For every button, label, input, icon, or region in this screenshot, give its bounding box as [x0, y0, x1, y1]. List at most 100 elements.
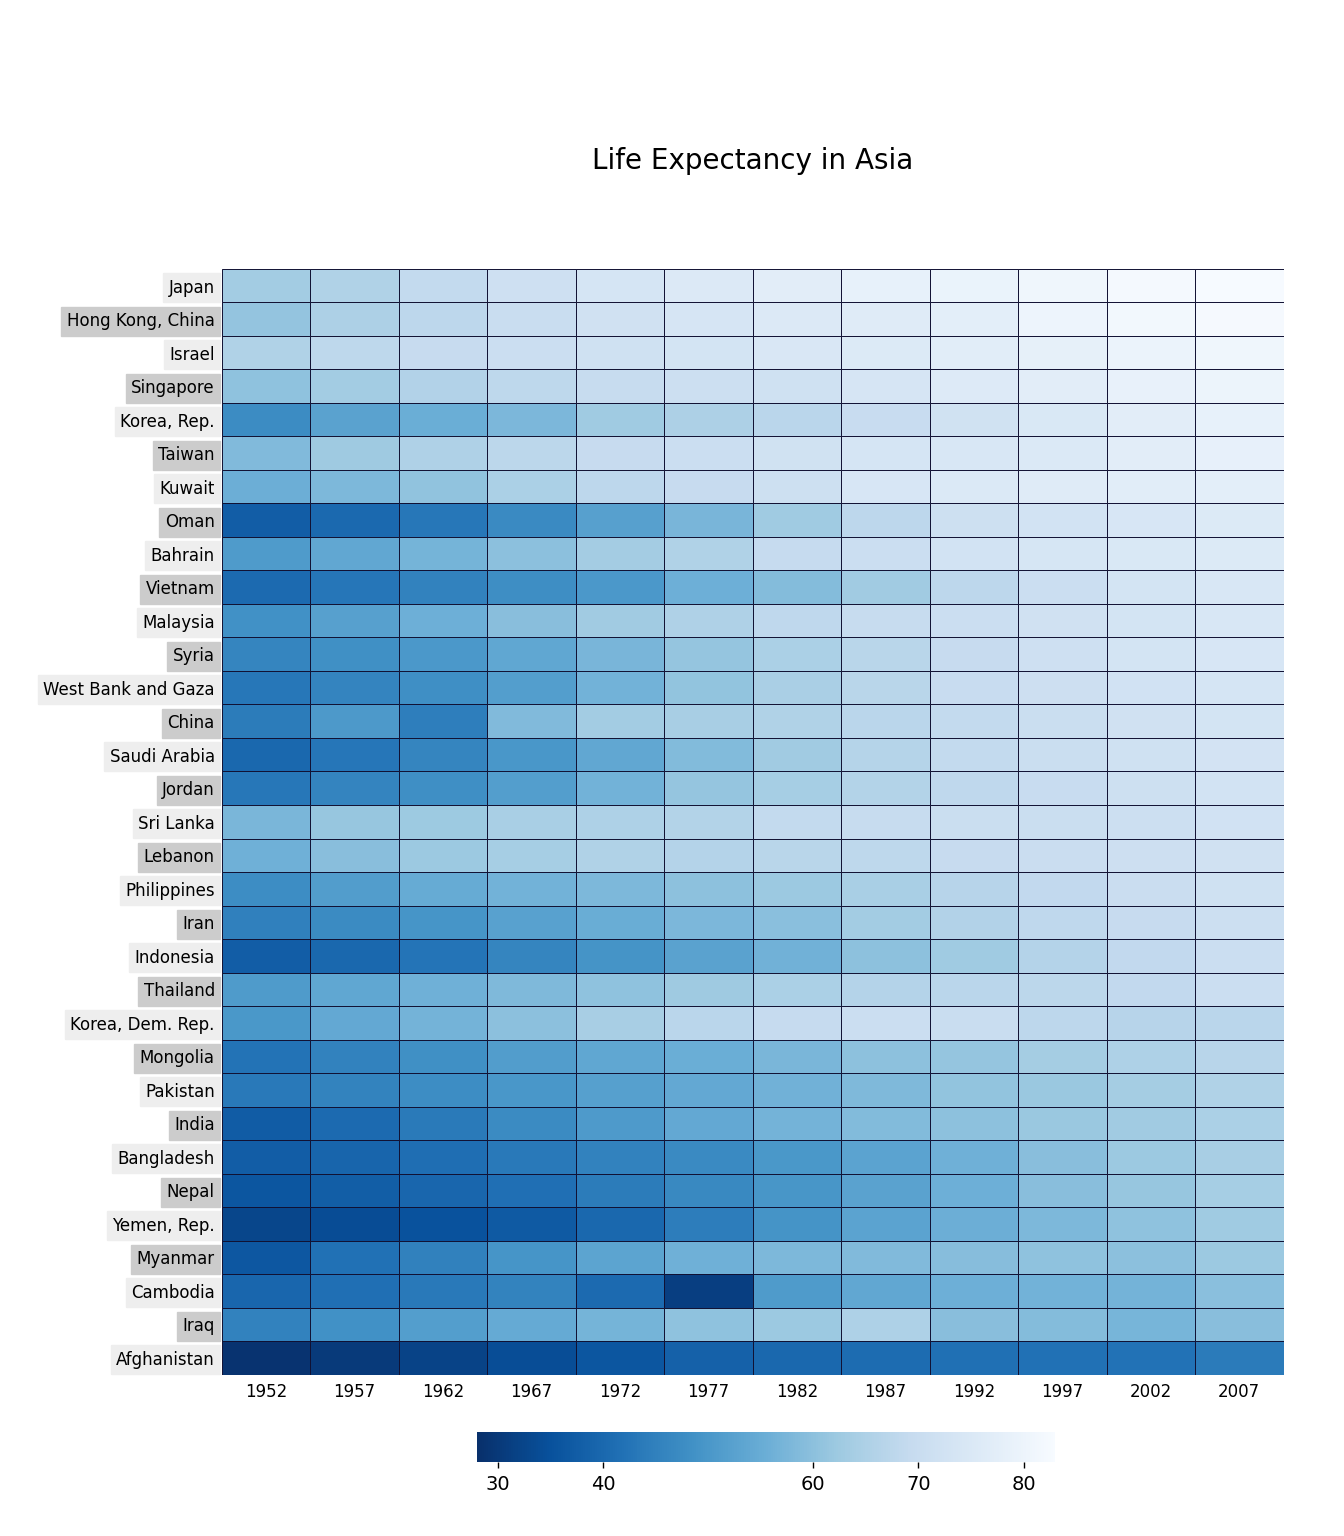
- Bar: [399, 570, 487, 604]
- Bar: [664, 839, 753, 872]
- Bar: [575, 972, 664, 1006]
- Bar: [930, 737, 1019, 771]
- Bar: [399, 1341, 487, 1375]
- Bar: [841, 637, 930, 671]
- Bar: [1195, 1006, 1284, 1040]
- Bar: [1106, 705, 1195, 737]
- Bar: [222, 1140, 310, 1174]
- Bar: [1106, 771, 1195, 805]
- Bar: [1195, 705, 1284, 737]
- Bar: [930, 1040, 1019, 1074]
- Bar: [487, 1207, 575, 1241]
- Bar: [1106, 1074, 1195, 1106]
- Bar: [222, 839, 310, 872]
- Bar: [1019, 538, 1106, 570]
- Bar: [664, 570, 753, 604]
- Bar: [1195, 504, 1284, 538]
- Bar: [753, 705, 841, 737]
- Bar: [930, 671, 1019, 705]
- Bar: [222, 1241, 1284, 1275]
- Bar: [1106, 737, 1195, 771]
- Bar: [930, 570, 1019, 604]
- Bar: [930, 637, 1019, 671]
- Bar: [753, 737, 841, 771]
- Bar: [1195, 737, 1284, 771]
- Bar: [930, 303, 1019, 336]
- Bar: [1106, 1174, 1195, 1207]
- Bar: [753, 336, 841, 369]
- Bar: [487, 805, 575, 839]
- Bar: [310, 402, 399, 436]
- Bar: [664, 906, 753, 938]
- Bar: [1106, 1207, 1195, 1241]
- Bar: [841, 771, 930, 805]
- Bar: [1195, 805, 1284, 839]
- Bar: [1106, 872, 1195, 906]
- Bar: [1195, 570, 1284, 604]
- Bar: [222, 269, 310, 303]
- Bar: [487, 1074, 575, 1106]
- Bar: [222, 872, 310, 906]
- Bar: [575, 1106, 664, 1140]
- Bar: [753, 637, 841, 671]
- Bar: [753, 402, 841, 436]
- Bar: [575, 538, 664, 570]
- Bar: [753, 269, 841, 303]
- Bar: [1106, 938, 1195, 972]
- Bar: [222, 538, 310, 570]
- Bar: [930, 336, 1019, 369]
- Bar: [664, 1006, 753, 1040]
- Bar: [753, 604, 841, 637]
- Bar: [222, 1174, 310, 1207]
- Bar: [841, 737, 930, 771]
- Bar: [222, 1307, 310, 1341]
- Bar: [1019, 1106, 1106, 1140]
- Bar: [575, 303, 664, 336]
- Bar: [841, 1341, 930, 1375]
- Bar: [575, 938, 664, 972]
- Bar: [1019, 1174, 1106, 1207]
- Bar: [753, 1106, 841, 1140]
- Bar: [753, 938, 841, 972]
- Bar: [222, 402, 310, 436]
- Bar: [222, 938, 1284, 972]
- Bar: [487, 570, 575, 604]
- Bar: [575, 436, 664, 470]
- Bar: [930, 839, 1019, 872]
- Bar: [664, 369, 753, 402]
- Bar: [222, 1341, 310, 1375]
- Bar: [1019, 269, 1106, 303]
- Bar: [310, 1006, 399, 1040]
- Bar: [664, 637, 753, 671]
- Bar: [1106, 470, 1195, 504]
- Bar: [1195, 1140, 1284, 1174]
- Bar: [399, 470, 487, 504]
- Bar: [664, 1040, 753, 1074]
- Bar: [487, 303, 575, 336]
- Bar: [841, 938, 930, 972]
- Bar: [222, 671, 1284, 705]
- Bar: [930, 1006, 1019, 1040]
- Bar: [1106, 1040, 1195, 1074]
- Bar: [664, 1307, 753, 1341]
- Bar: [1195, 1106, 1284, 1140]
- Bar: [841, 839, 930, 872]
- Bar: [310, 839, 399, 872]
- Bar: [841, 906, 930, 938]
- Bar: [310, 906, 399, 938]
- Bar: [399, 637, 487, 671]
- Bar: [1106, 972, 1195, 1006]
- Bar: [1195, 906, 1284, 938]
- Bar: [399, 705, 487, 737]
- Bar: [930, 972, 1019, 1006]
- Bar: [222, 671, 310, 705]
- Bar: [310, 637, 399, 671]
- Bar: [310, 1106, 399, 1140]
- Bar: [310, 470, 399, 504]
- Bar: [930, 1207, 1019, 1241]
- Bar: [1019, 671, 1106, 705]
- Bar: [1019, 1341, 1106, 1375]
- Bar: [222, 1140, 1284, 1174]
- Bar: [222, 1006, 310, 1040]
- Bar: [841, 1074, 930, 1106]
